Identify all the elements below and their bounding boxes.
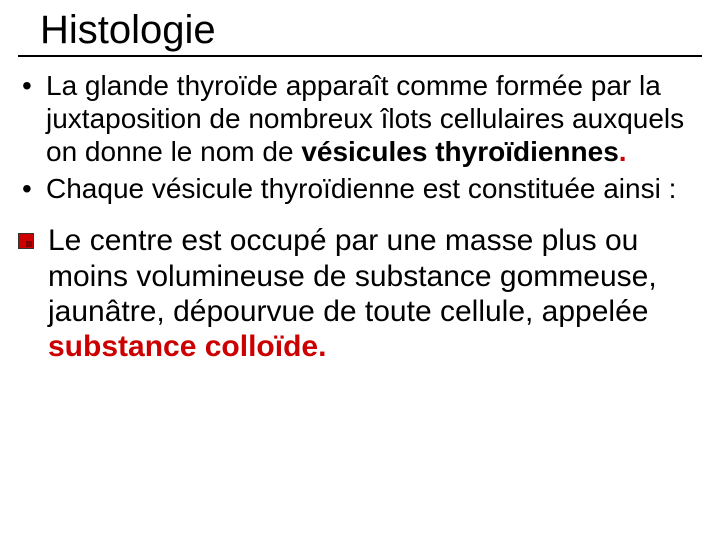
list-item: Chaque vésicule thyroïdienne est constit… — [18, 172, 702, 205]
square-text-emphasis: substance colloïde — [48, 330, 318, 363]
bullet-list: La glande thyroïde apparaît comme formée… — [18, 69, 702, 205]
square-text-pre: Le centre est occupé par une masse plus … — [48, 224, 657, 328]
square-text-post: . — [318, 330, 326, 363]
bullet-text-post: . — [619, 136, 627, 167]
list-item: La glande thyroïde apparaît comme formée… — [18, 69, 702, 168]
slide-title: Histologie — [40, 8, 702, 53]
square-bullet-list: Le centre est occupé par une masse plus … — [18, 223, 702, 365]
list-item: Le centre est occupé par une masse plus … — [18, 223, 702, 365]
title-underline-rule — [18, 55, 702, 57]
bullet-text-emphasis: vésicules thyroïdiennes — [301, 136, 618, 167]
square-bullet-icon — [18, 233, 34, 249]
bullet-text-pre: Chaque vésicule thyroïdienne est constit… — [46, 173, 676, 204]
